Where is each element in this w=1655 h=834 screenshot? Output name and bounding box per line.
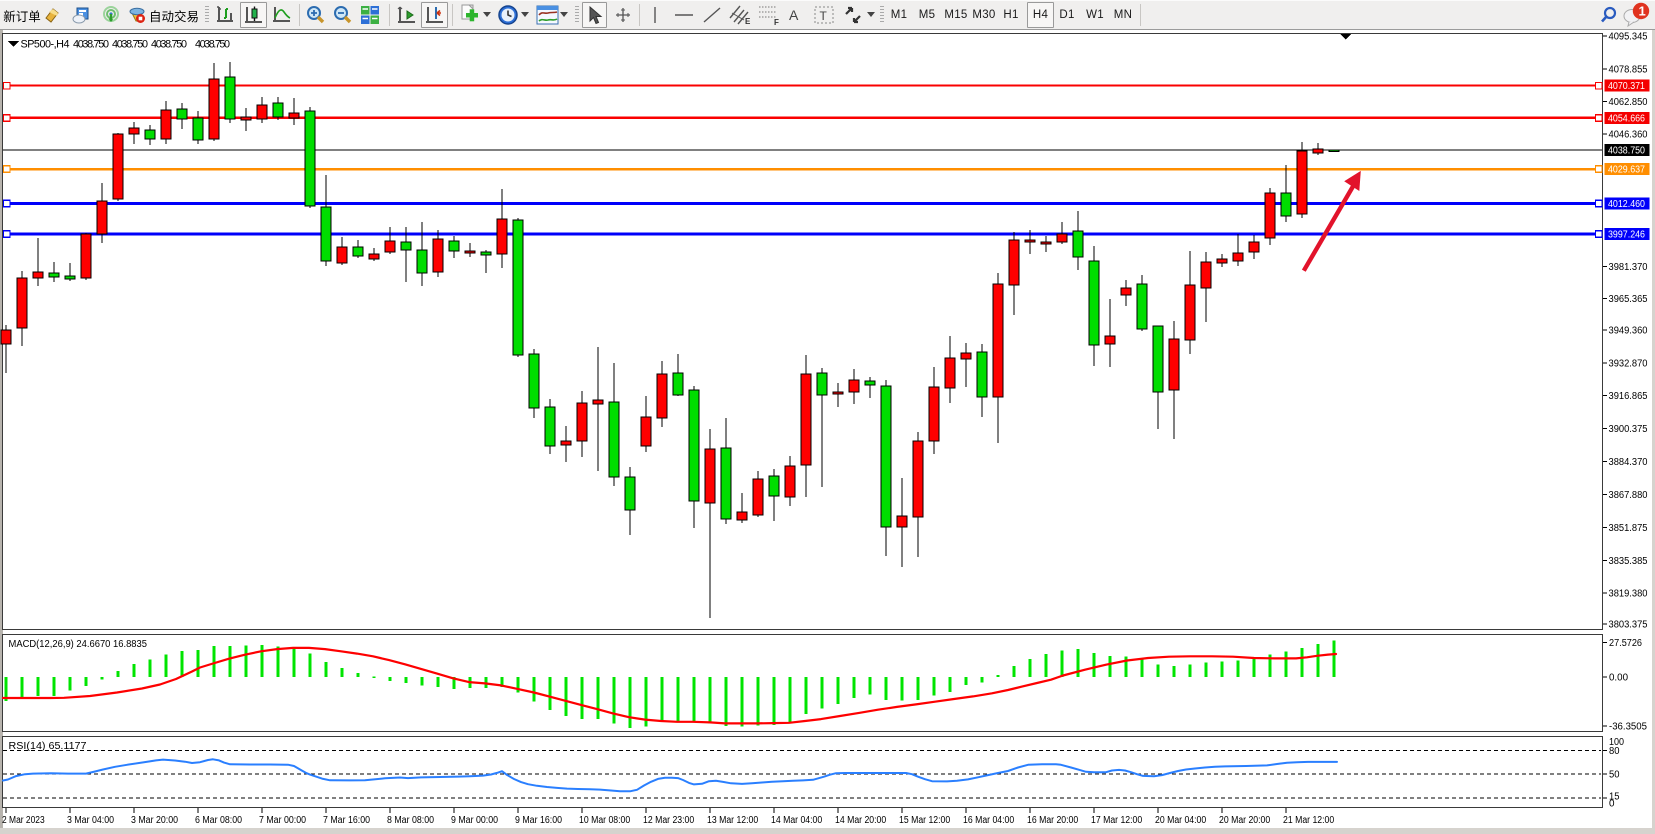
svg-text:3965.365: 3965.365 [1609, 294, 1648, 305]
svg-text:-36.3505: -36.3505 [1609, 721, 1647, 732]
svg-text:4038.750: 4038.750 [112, 38, 148, 50]
svg-text:27.5726: 27.5726 [1609, 638, 1642, 649]
svg-text:16 Mar 04:00: 16 Mar 04:00 [963, 815, 1015, 826]
svg-text:4070.371: 4070.371 [1608, 81, 1645, 92]
svg-text:E: E [745, 17, 751, 26]
svg-text:9 Mar 16:00: 9 Mar 16:00 [515, 815, 562, 826]
svg-text:15 Mar 12:00: 15 Mar 12:00 [899, 815, 951, 826]
svg-text:14 Mar 04:00: 14 Mar 04:00 [771, 815, 823, 826]
svg-text:16 Mar 20:00: 16 Mar 20:00 [1027, 815, 1079, 826]
svg-text:3916.865: 3916.865 [1609, 391, 1648, 402]
svg-text:3997.246: 3997.246 [1608, 230, 1645, 241]
svg-text:20 Mar 04:00: 20 Mar 04:00 [1155, 815, 1207, 826]
svg-text:3835.385: 3835.385 [1609, 556, 1648, 567]
svg-text:12 Mar 23:00: 12 Mar 23:00 [643, 815, 695, 826]
svg-text:0.00: 0.00 [1609, 673, 1628, 684]
svg-text:15: 15 [1609, 792, 1620, 803]
svg-text:9 Mar 00:00: 9 Mar 00:00 [451, 815, 498, 826]
svg-text:6 Mar 08:00: 6 Mar 08:00 [195, 815, 242, 826]
svg-text:3867.880: 3867.880 [1609, 490, 1648, 501]
svg-text:21 Mar 12:00: 21 Mar 12:00 [1283, 815, 1335, 826]
svg-text:4062.850: 4062.850 [1609, 97, 1648, 108]
svg-text:17 Mar 12:00: 17 Mar 12:00 [1091, 815, 1143, 826]
svg-text:4038.750: 4038.750 [1608, 146, 1645, 157]
svg-text:4078.855: 4078.855 [1609, 64, 1648, 75]
svg-text:SP500-,H4: SP500-,H4 [21, 38, 70, 50]
svg-text:4095.345: 4095.345 [1609, 31, 1648, 42]
svg-text:3 Mar 20:00: 3 Mar 20:00 [131, 815, 178, 826]
svg-text:3819.380: 3819.380 [1609, 589, 1648, 600]
svg-text:4046.360: 4046.360 [1609, 129, 1648, 140]
svg-text:13 Mar 12:00: 13 Mar 12:00 [707, 815, 759, 826]
svg-text:4038.750: 4038.750 [73, 38, 109, 50]
svg-text:4038.750: 4038.750 [195, 38, 230, 50]
svg-text:7 Mar 16:00: 7 Mar 16:00 [323, 815, 370, 826]
svg-text:A: A [789, 7, 799, 23]
svg-text:1: 1 [1639, 4, 1646, 19]
svg-text:10 Mar 08:00: 10 Mar 08:00 [579, 815, 631, 826]
svg-text:3981.370: 3981.370 [1609, 262, 1648, 273]
svg-text:0: 0 [1609, 799, 1615, 810]
svg-text:3851.875: 3851.875 [1609, 523, 1648, 534]
svg-text:100: 100 [1609, 737, 1624, 748]
svg-text:2 Mar 2023: 2 Mar 2023 [2, 815, 45, 826]
svg-text:80: 80 [1609, 746, 1620, 757]
svg-text:50: 50 [1609, 770, 1620, 781]
svg-text:3803.375: 3803.375 [1609, 619, 1648, 630]
svg-text:3884.370: 3884.370 [1609, 457, 1648, 468]
svg-text:3900.375: 3900.375 [1609, 424, 1648, 435]
svg-text:4029.637: 4029.637 [1608, 165, 1645, 176]
svg-text:4012.460: 4012.460 [1608, 199, 1645, 210]
svg-text:8 Mar 08:00: 8 Mar 08:00 [387, 815, 434, 826]
svg-text:14 Mar 20:00: 14 Mar 20:00 [835, 815, 887, 826]
svg-text:4054.666: 4054.666 [1608, 113, 1645, 124]
svg-text:3 Mar 04:00: 3 Mar 04:00 [67, 815, 114, 826]
svg-text:7 Mar 00:00: 7 Mar 00:00 [259, 815, 306, 826]
svg-text:T: T [820, 9, 828, 23]
svg-text:RSI(14) 65.1177: RSI(14) 65.1177 [9, 741, 87, 752]
svg-text:3949.360: 3949.360 [1609, 325, 1648, 336]
svg-text:MACD(12,26,9) 24.6670 16.8835: MACD(12,26,9) 24.6670 16.8835 [9, 639, 148, 650]
svg-text:4038.750: 4038.750 [151, 38, 187, 50]
svg-text:F: F [774, 18, 779, 26]
svg-text:3932.870: 3932.870 [1609, 358, 1648, 369]
svg-text:20 Mar 20:00: 20 Mar 20:00 [1219, 815, 1271, 826]
